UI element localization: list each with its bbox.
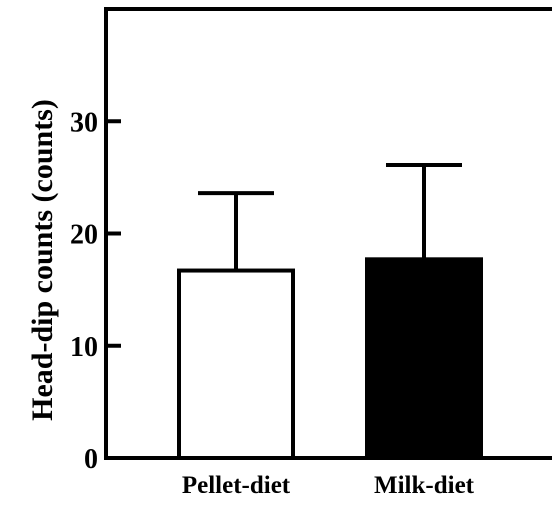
y-axis-ticks: 0 10 20 30 xyxy=(70,107,121,475)
x-category-label: Milk-diet xyxy=(374,472,475,499)
x-category-label: Pellet-diet xyxy=(182,472,291,499)
y-tick-label: 10 xyxy=(70,332,98,363)
y-tick-label: 30 xyxy=(70,107,98,138)
y-axis-title: Head-dip counts (counts) xyxy=(26,99,59,421)
x-axis-categories: Pellet-diet Milk-diet xyxy=(182,472,475,499)
y-tick-label: 0 xyxy=(84,444,98,475)
plot-frame xyxy=(104,7,552,460)
bars xyxy=(177,257,483,461)
bar-pellet-diet xyxy=(177,268,295,461)
y-tick-label: 20 xyxy=(70,220,98,251)
bar-milk-diet xyxy=(365,257,483,460)
error-bars xyxy=(198,163,462,271)
